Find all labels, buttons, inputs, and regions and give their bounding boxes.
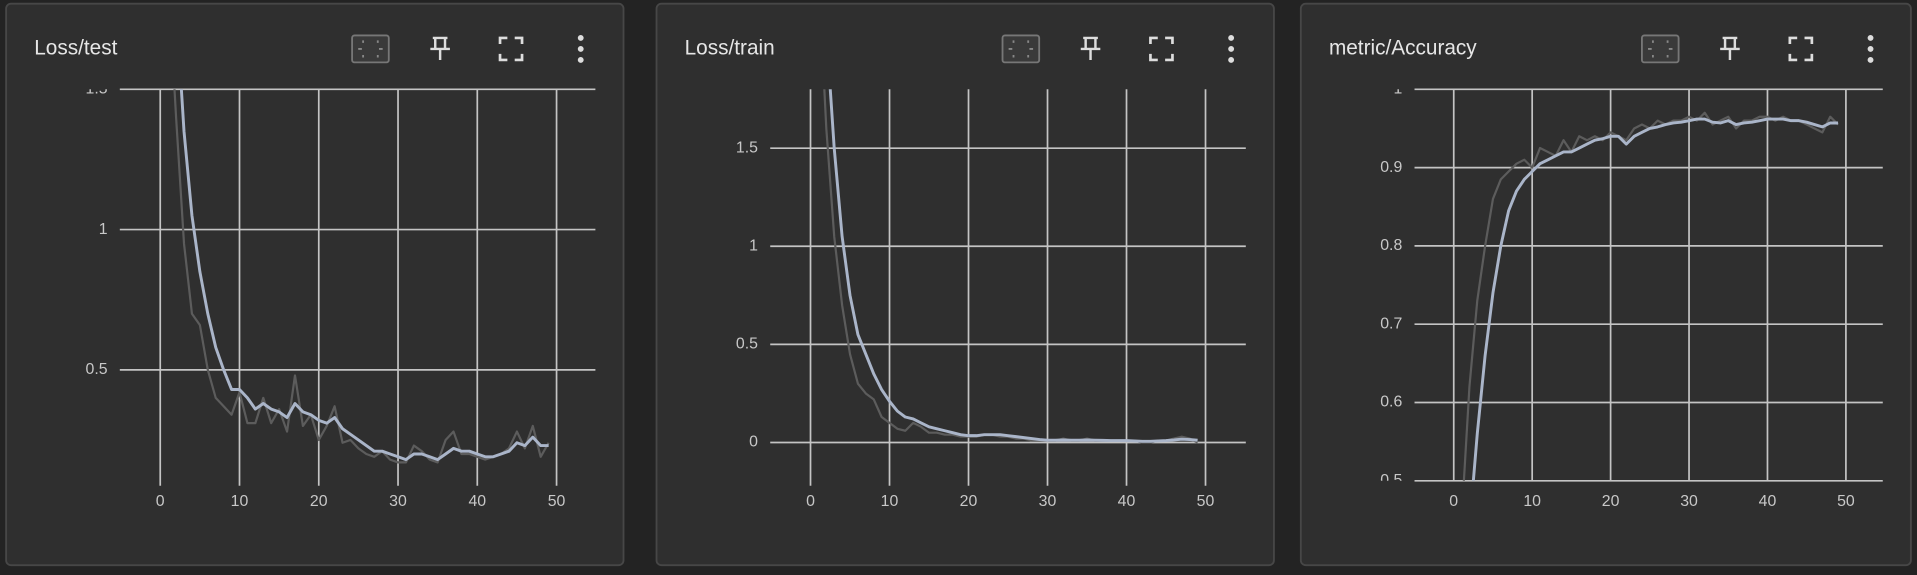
x-tick-label: 40 <box>1759 493 1777 510</box>
y-tick-label: 1 <box>1393 81 1402 98</box>
fullscreen-button[interactable] <box>1788 36 1814 62</box>
series-line <box>173 89 550 464</box>
x-tick-label: 30 <box>389 493 407 510</box>
x-tick-label: 20 <box>310 493 328 510</box>
series-line <box>1471 117 1839 481</box>
fit-domain-button[interactable] <box>1641 34 1680 64</box>
fullscreen-button[interactable] <box>1149 36 1174 62</box>
y-tick-label: 0.6 <box>1380 394 1402 411</box>
chart-card: metric/Accuracy0.50.60.70.80.91010203040… <box>1299 2 1912 567</box>
x-tick-label: 0 <box>806 493 815 510</box>
more-menu-button[interactable] <box>1228 34 1235 63</box>
chart-card: Loss/train 0 0.5 1 1.5 0 10 20 30 40 50 <box>655 2 1275 567</box>
y-tick-label: 1 <box>749 237 758 254</box>
chart-card: Loss/test 0.5 1 1.5 0 10 20 30 40 50 <box>5 2 625 567</box>
y-tick-labels: 0.5 1 1.5 <box>86 81 108 378</box>
x-tick-label: 50 <box>548 493 566 510</box>
more-menu-button[interactable] <box>577 34 584 63</box>
plot-area <box>823 89 1199 444</box>
y-tick-label: 1 <box>99 221 108 238</box>
grid <box>119 88 596 486</box>
card-background <box>655 2 1275 567</box>
chart-title: Loss/test <box>34 36 117 59</box>
x-tick-label: 40 <box>1118 493 1136 510</box>
y-tick-label: 0.5 <box>736 336 758 353</box>
x-tick-label: 10 <box>231 493 249 510</box>
card-background <box>5 2 625 567</box>
grid <box>1414 88 1883 482</box>
y-tick-label: 0.7 <box>1380 315 1402 332</box>
chart-title: metric/Accuracy <box>1329 36 1477 59</box>
more-menu-button[interactable] <box>1867 34 1874 63</box>
pin-button[interactable] <box>430 36 450 60</box>
x-tick-label: 20 <box>1602 493 1620 510</box>
y-tick-labels: 0 0.5 1 1.5 <box>736 139 758 450</box>
x-tick-label: 50 <box>1837 493 1855 510</box>
x-tick-label: 40 <box>468 493 486 510</box>
fullscreen-button[interactable] <box>498 36 524 62</box>
y-tick-label: 0.8 <box>1380 237 1402 254</box>
y-tick-label: 1.5 <box>86 81 108 98</box>
y-tick-label: 0 <box>749 434 758 451</box>
pin-button[interactable] <box>1080 36 1101 60</box>
x-tick-label: 10 <box>881 493 899 510</box>
x-tick-label: 30 <box>1680 493 1698 510</box>
fit-domain-button[interactable] <box>351 34 390 64</box>
y-tick-labels: 0.5 0.6 0.7 0.8 0.9 1 <box>1380 81 1402 489</box>
y-tick-label: 0.9 <box>1380 159 1402 176</box>
x-tick-label: 30 <box>1039 493 1057 510</box>
x-tick-label: 20 <box>960 493 978 510</box>
series-line <box>828 89 1198 443</box>
x-tick-label: 0 <box>156 493 165 510</box>
x-tick-label: 0 <box>1449 493 1458 510</box>
chart-title: Loss/train <box>685 36 775 59</box>
fit-domain-button[interactable] <box>1001 34 1041 64</box>
y-tick-label: 0.5 <box>1380 472 1402 489</box>
x-tick-label: 10 <box>1523 493 1541 510</box>
plot-area <box>173 89 550 464</box>
x-tick-label: 50 <box>1197 493 1215 510</box>
pin-button[interactable] <box>1720 36 1740 60</box>
y-tick-label: 1.5 <box>736 139 758 156</box>
plot-area <box>1462 111 1839 481</box>
y-tick-label: 0.5 <box>86 361 108 378</box>
series-line <box>179 89 549 462</box>
grid <box>770 89 1246 486</box>
